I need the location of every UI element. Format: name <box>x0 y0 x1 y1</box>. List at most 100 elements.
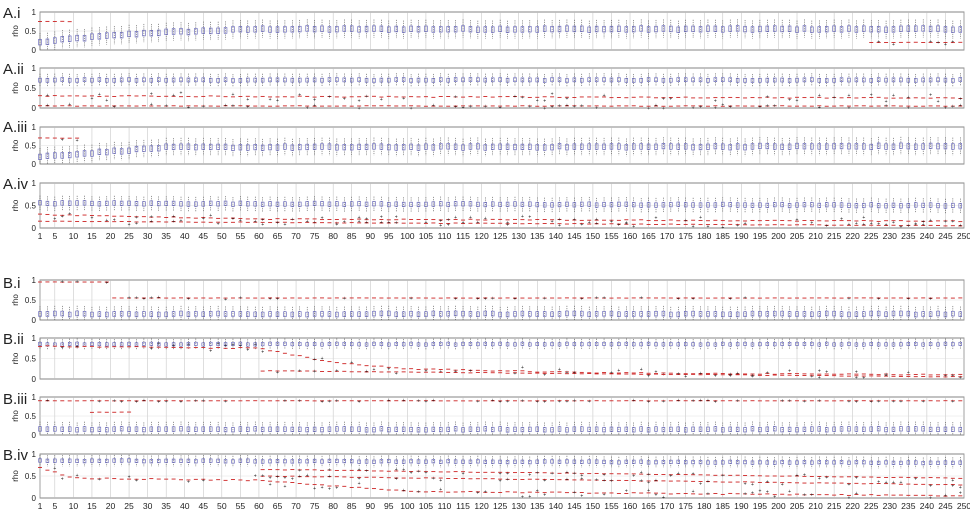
box <box>928 426 933 433</box>
box <box>810 143 814 150</box>
x-tick-label: 20 <box>106 501 116 511</box>
outlier-mark: + <box>892 42 895 48</box>
box <box>149 341 154 346</box>
box <box>342 25 346 32</box>
outlier-mark: + <box>291 476 294 482</box>
box <box>238 200 243 206</box>
box <box>758 426 762 433</box>
box <box>921 342 925 347</box>
box <box>691 342 695 347</box>
box <box>223 143 228 150</box>
x-tick-label: 195 <box>753 501 768 511</box>
outlier-mark: + <box>343 219 346 225</box>
box <box>869 426 873 432</box>
outlier-mark: + <box>870 221 873 227</box>
outlier-mark: + <box>744 221 747 227</box>
box <box>572 310 577 317</box>
x-tick-label: 170 <box>660 231 675 241</box>
box <box>535 426 539 432</box>
outlier-mark: + <box>491 398 494 404</box>
box <box>839 311 844 317</box>
outlier-mark: + <box>558 223 561 229</box>
outlier-mark: + <box>625 488 628 494</box>
box <box>691 202 695 208</box>
outlier-mark: + <box>395 476 398 482</box>
box <box>112 458 116 463</box>
outlier-mark: + <box>603 472 606 478</box>
box <box>90 150 94 157</box>
outlier-mark: + <box>350 360 353 366</box>
box <box>335 426 339 432</box>
box <box>750 143 755 150</box>
box <box>97 342 102 347</box>
box <box>364 25 369 33</box>
outlier-mark: + <box>187 479 190 485</box>
outlier-mark: + <box>588 399 591 405</box>
box <box>320 25 324 32</box>
outlier-mark: + <box>380 214 383 220</box>
box <box>891 460 896 465</box>
box <box>847 460 851 465</box>
outlier-mark: + <box>276 370 279 376</box>
box <box>943 341 948 346</box>
box <box>312 200 317 206</box>
outlier-mark: + <box>580 494 583 500</box>
y-tick-label: 0 <box>32 104 37 113</box>
outlier-mark: + <box>276 474 279 480</box>
outlier-mark: + <box>254 342 257 348</box>
x-tick-label: 35 <box>161 501 171 511</box>
series-red-1: + + + <box>38 279 109 287</box>
outlier-mark: + <box>655 478 658 484</box>
box <box>82 426 87 432</box>
box <box>149 311 154 317</box>
outlier-mark: + <box>432 476 435 482</box>
outlier-mark: + <box>573 471 576 477</box>
outlier-mark: + <box>283 475 286 481</box>
box <box>594 202 599 208</box>
box <box>298 342 302 346</box>
box <box>773 77 777 83</box>
box <box>320 427 324 433</box>
outlier-mark: + <box>135 296 138 302</box>
box <box>632 342 636 347</box>
box <box>743 311 747 317</box>
box <box>446 459 450 464</box>
outlier-mark: + <box>202 398 205 404</box>
box <box>327 26 332 33</box>
box <box>572 459 577 464</box>
outlier-mark: + <box>283 484 286 490</box>
box <box>357 143 361 150</box>
box <box>476 77 480 83</box>
box <box>928 25 933 33</box>
box <box>260 144 265 151</box>
box <box>505 143 510 150</box>
box <box>372 201 376 207</box>
outlier-mark: + <box>76 280 79 286</box>
box <box>847 25 851 32</box>
outlier-mark: + <box>788 98 791 104</box>
outlier-mark: + <box>573 371 576 377</box>
outlier-mark: + <box>395 467 398 473</box>
outlier-mark: + <box>424 470 427 476</box>
outlier-mark: + <box>172 343 175 349</box>
box <box>780 25 784 33</box>
x-tick-label: 90 <box>365 501 375 511</box>
box <box>698 77 703 83</box>
box <box>216 143 220 150</box>
outlier-mark: + <box>803 399 806 405</box>
box <box>446 143 450 150</box>
box <box>817 311 821 317</box>
box <box>505 427 510 433</box>
box <box>90 33 94 40</box>
box <box>90 458 94 463</box>
box <box>401 311 406 317</box>
box <box>669 426 673 432</box>
box <box>268 341 272 346</box>
box <box>958 26 962 33</box>
outlier-mark: + <box>959 485 962 491</box>
outlier-mark: + <box>484 104 487 110</box>
box <box>780 143 784 150</box>
box <box>260 25 265 32</box>
outlier-mark: + <box>462 105 465 111</box>
outlier-mark: + <box>150 219 153 225</box>
